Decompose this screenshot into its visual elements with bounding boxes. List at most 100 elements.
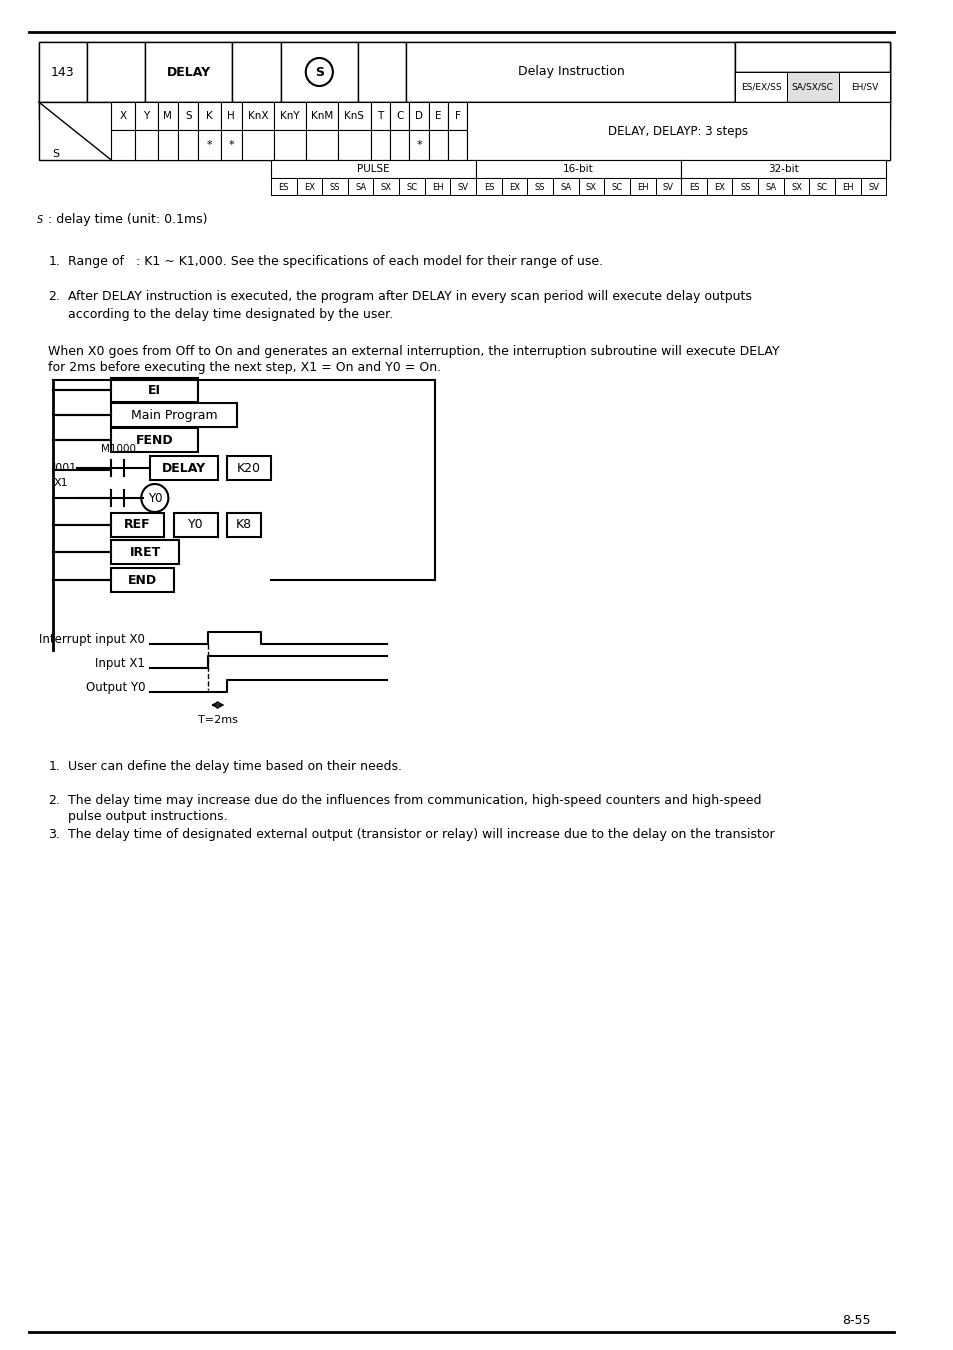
Bar xyxy=(39,103,889,161)
Text: I001: I001 xyxy=(53,463,77,472)
Bar xyxy=(501,178,527,194)
Bar xyxy=(838,72,889,103)
Bar xyxy=(735,42,889,72)
Bar xyxy=(370,103,390,130)
Text: for 2ms before executing the next step, X1 = On and Y0 = On.: for 2ms before executing the next step, … xyxy=(49,360,441,374)
Bar xyxy=(409,130,428,161)
Text: EX: EX xyxy=(714,182,724,192)
Text: SV: SV xyxy=(662,182,673,192)
Bar xyxy=(145,42,232,103)
Bar xyxy=(476,161,680,178)
Bar xyxy=(178,130,198,161)
Text: END: END xyxy=(128,574,156,586)
Text: ES/EX/SS: ES/EX/SS xyxy=(740,82,781,92)
Text: K20: K20 xyxy=(236,462,260,474)
Bar xyxy=(860,178,885,194)
Text: SS: SS xyxy=(535,182,545,192)
Text: Interrupt input X0: Interrupt input X0 xyxy=(39,633,145,647)
Bar xyxy=(322,178,348,194)
Text: F: F xyxy=(455,111,460,122)
Bar xyxy=(39,42,87,103)
Text: EX: EX xyxy=(509,182,519,192)
Bar xyxy=(112,404,236,427)
Bar xyxy=(406,42,735,103)
Text: Main Program: Main Program xyxy=(131,409,217,421)
Bar xyxy=(680,178,706,194)
Bar xyxy=(198,103,220,130)
Text: SA/SX/SC: SA/SX/SC xyxy=(791,82,833,92)
Text: SX: SX xyxy=(380,182,392,192)
Text: DELAY: DELAY xyxy=(167,66,211,78)
Bar xyxy=(655,178,680,194)
Text: SS: SS xyxy=(740,182,750,192)
Text: SA: SA xyxy=(764,182,776,192)
Bar xyxy=(112,130,135,161)
Bar xyxy=(390,103,409,130)
Bar xyxy=(448,130,467,161)
Text: SA: SA xyxy=(559,182,571,192)
Bar xyxy=(357,42,406,103)
Text: SX: SX xyxy=(790,182,801,192)
Bar xyxy=(280,42,357,103)
Bar xyxy=(629,178,655,194)
Text: *: * xyxy=(207,140,213,150)
Bar xyxy=(735,72,889,103)
Bar xyxy=(274,130,306,161)
Text: SV: SV xyxy=(457,182,468,192)
Text: K8: K8 xyxy=(235,518,252,532)
Bar xyxy=(476,178,501,194)
Bar xyxy=(786,72,838,103)
Text: EH: EH xyxy=(637,182,648,192)
Text: T=2ms: T=2ms xyxy=(197,716,237,725)
Bar xyxy=(227,456,271,481)
Text: Delay Instruction: Delay Instruction xyxy=(517,66,623,78)
Bar xyxy=(39,42,889,120)
Bar xyxy=(112,378,198,402)
Bar xyxy=(348,178,374,194)
Bar xyxy=(783,178,808,194)
Bar xyxy=(232,42,280,103)
Text: KnX: KnX xyxy=(248,111,268,122)
Bar xyxy=(296,178,322,194)
Text: PULSE: PULSE xyxy=(356,163,390,174)
Text: IRET: IRET xyxy=(130,545,161,559)
Bar xyxy=(157,103,178,130)
Bar xyxy=(306,130,337,161)
Text: M1000: M1000 xyxy=(100,444,135,454)
Text: EI: EI xyxy=(148,383,161,397)
Text: *: * xyxy=(416,140,421,150)
Text: EH: EH xyxy=(841,182,853,192)
Text: SV: SV xyxy=(867,182,878,192)
Bar xyxy=(450,178,476,194)
Text: ES: ES xyxy=(483,182,494,192)
Bar xyxy=(758,178,783,194)
Text: The delay time of designated external output (transistor or relay) will increase: The delay time of designated external ou… xyxy=(68,828,774,841)
Text: SC: SC xyxy=(406,182,417,192)
Text: Range of   : K1 ~ K1,000. See the specifications of each model for their range o: Range of : K1 ~ K1,000. See the specific… xyxy=(68,255,602,269)
Bar xyxy=(337,130,370,161)
Bar xyxy=(157,130,178,161)
Text: KnS: KnS xyxy=(344,111,364,122)
Text: SX: SX xyxy=(585,182,597,192)
Text: Y0: Y0 xyxy=(188,518,203,532)
Bar xyxy=(578,178,603,194)
Bar xyxy=(135,103,157,130)
Bar xyxy=(390,130,409,161)
Bar xyxy=(112,428,198,452)
Bar xyxy=(112,513,164,537)
Text: FEND: FEND xyxy=(136,433,173,447)
Text: Output Y0: Output Y0 xyxy=(86,682,145,694)
Bar xyxy=(428,103,448,130)
Text: E: E xyxy=(435,111,441,122)
Bar xyxy=(467,103,889,161)
Bar xyxy=(448,103,467,130)
Text: pulse output instructions.: pulse output instructions. xyxy=(68,810,227,824)
Text: EH: EH xyxy=(432,182,443,192)
Text: : delay time (unit: 0.1ms): : delay time (unit: 0.1ms) xyxy=(49,213,208,227)
Bar xyxy=(271,178,296,194)
Text: S: S xyxy=(37,215,44,225)
Bar xyxy=(409,103,428,130)
Bar xyxy=(735,42,889,103)
Text: SA: SA xyxy=(355,182,366,192)
Text: After DELAY instruction is executed, the program after DELAY in every scan perio: After DELAY instruction is executed, the… xyxy=(68,290,751,302)
